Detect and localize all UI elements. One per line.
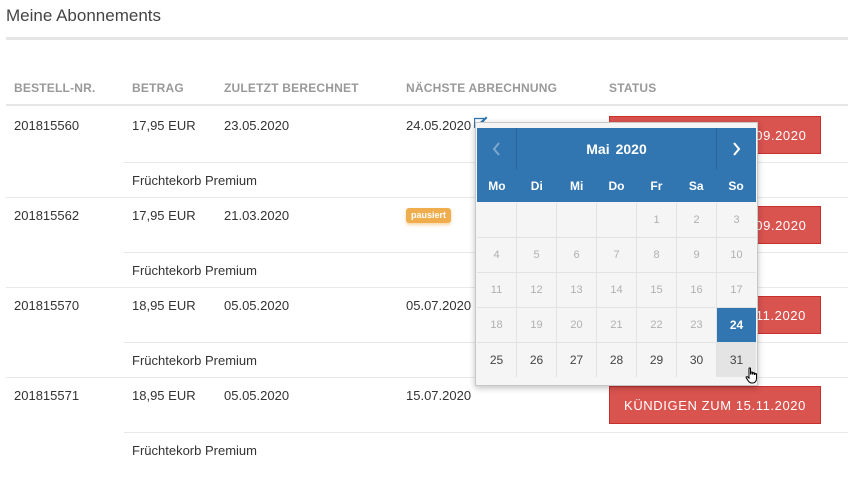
calendar-day-23: 23	[677, 308, 716, 342]
chevron-right-icon	[733, 142, 741, 156]
weekday-label: Mo	[488, 179, 506, 193]
next-billing-date[interactable]: 24.05.2020	[406, 118, 472, 133]
last-billed-date: 05.05.2020	[224, 388, 290, 403]
amount: 17,95 EUR	[132, 208, 196, 223]
day-grid: 1 2 3 4 5 6 7 8 9 10 11 12 13 14 15 16 17 18 19 20 21 22 23 24 2…	[477, 203, 756, 377]
next-billing-date[interactable]: 15.07.2020	[406, 388, 472, 403]
next-billing-date[interactable]: 05.07.2020	[406, 298, 472, 313]
calendar-day-empty	[477, 203, 516, 237]
calendar-day-empty	[597, 203, 636, 237]
col-header-last-billed: ZULETZT BERECHNET	[224, 81, 359, 95]
last-billed-date: 05.05.2020	[224, 298, 290, 313]
calendar-day-2: 2	[677, 203, 716, 237]
calendar-day-8: 8	[637, 238, 676, 272]
col-header-order: BESTELL-NR.	[14, 81, 96, 95]
year-label: 2020	[615, 141, 647, 157]
page-title: Meine Abonnements	[6, 6, 161, 25]
weekday-header: Mo Di Mi Do Fr Sa So	[477, 170, 756, 202]
calendar-day-empty	[517, 203, 556, 237]
row-divider	[6, 287, 848, 288]
calendar-day-empty	[557, 203, 596, 237]
last-billed-date: 21.03.2020	[224, 208, 290, 223]
product-name: Früchtekorb Premium	[132, 173, 257, 188]
calendar-day-16: 16	[677, 273, 716, 307]
calendar-day-11: 11	[477, 273, 516, 307]
calendar-day-20: 20	[557, 308, 596, 342]
weekday-label: Do	[608, 179, 625, 193]
month-label: Mai	[586, 141, 610, 157]
row-divider	[124, 432, 848, 433]
weekday-label: Fr	[650, 179, 663, 193]
calendar-day-25[interactable]: 25	[477, 343, 516, 377]
row-divider	[6, 377, 848, 378]
calendar-day-28[interactable]: 28	[597, 343, 636, 377]
calendar-day-26[interactable]: 26	[517, 343, 556, 377]
calendar-day-27[interactable]: 27	[557, 343, 596, 377]
calendar-day-24[interactable]: 24	[717, 308, 756, 342]
calendar-day-9: 9	[677, 238, 716, 272]
chevron-left-icon	[492, 142, 500, 156]
calendar-day-17: 17	[717, 273, 756, 307]
calendar-day-30[interactable]: 30	[677, 343, 716, 377]
col-header-status: STATUS	[609, 81, 657, 95]
month-year-title[interactable]: Mai 2020	[517, 128, 716, 170]
cancel-subscription-button[interactable]: KÜNDIGEN ZUM 15.11.2020	[609, 386, 821, 424]
datepicker-header: Mai 2020	[477, 128, 756, 170]
calendar-day-15: 15	[637, 273, 676, 307]
calendar-day-1: 1	[637, 203, 676, 237]
calendar-day-14: 14	[597, 273, 636, 307]
status-badge-paused: pausiert	[406, 208, 452, 223]
calendar-day-5: 5	[517, 238, 556, 272]
weekday-label: Mi	[569, 179, 584, 193]
order-number: 201815562	[14, 208, 80, 223]
calendar-day-3: 3	[717, 203, 756, 237]
calendar-day-6: 6	[557, 238, 596, 272]
weekday-label: Di	[530, 179, 543, 193]
product-name: Früchtekorb Premium	[132, 263, 257, 278]
product-name: Früchtekorb Premium	[132, 353, 257, 368]
calendar-day-18: 18	[477, 308, 516, 342]
product-name: Früchtekorb Premium	[132, 443, 257, 458]
calendar-day-10: 10	[717, 238, 756, 272]
next-month-button[interactable]	[716, 128, 756, 170]
amount: 18,95 EUR	[132, 298, 196, 313]
prev-month-button[interactable]	[477, 128, 517, 170]
hand-cursor-icon	[745, 367, 757, 384]
order-number: 201815560	[14, 118, 80, 133]
calendar-day-22: 22	[637, 308, 676, 342]
order-number: 201815571	[14, 388, 80, 403]
title-divider	[6, 37, 848, 40]
weekday-label: So	[728, 179, 744, 193]
calendar-day-19: 19	[517, 308, 556, 342]
amount: 17,95 EUR	[132, 118, 196, 133]
row-divider	[6, 197, 848, 198]
calendar-day-12: 12	[517, 273, 556, 307]
calendar-day-4: 4	[477, 238, 516, 272]
col-header-amount: BETRAG	[132, 81, 184, 95]
last-billed-date: 23.05.2020	[224, 118, 290, 133]
calendar-day-21: 21	[597, 308, 636, 342]
calendar-day-29[interactable]: 29	[637, 343, 676, 377]
header-divider	[6, 104, 848, 106]
amount: 18,95 EUR	[132, 388, 196, 403]
weekday-label: Sa	[688, 179, 704, 193]
col-header-next-billing: NÄCHSTE ABRECHNUNG	[406, 81, 558, 95]
calendar-day-7: 7	[597, 238, 636, 272]
order-number: 201815570	[14, 298, 80, 313]
calendar-day-13: 13	[557, 273, 596, 307]
